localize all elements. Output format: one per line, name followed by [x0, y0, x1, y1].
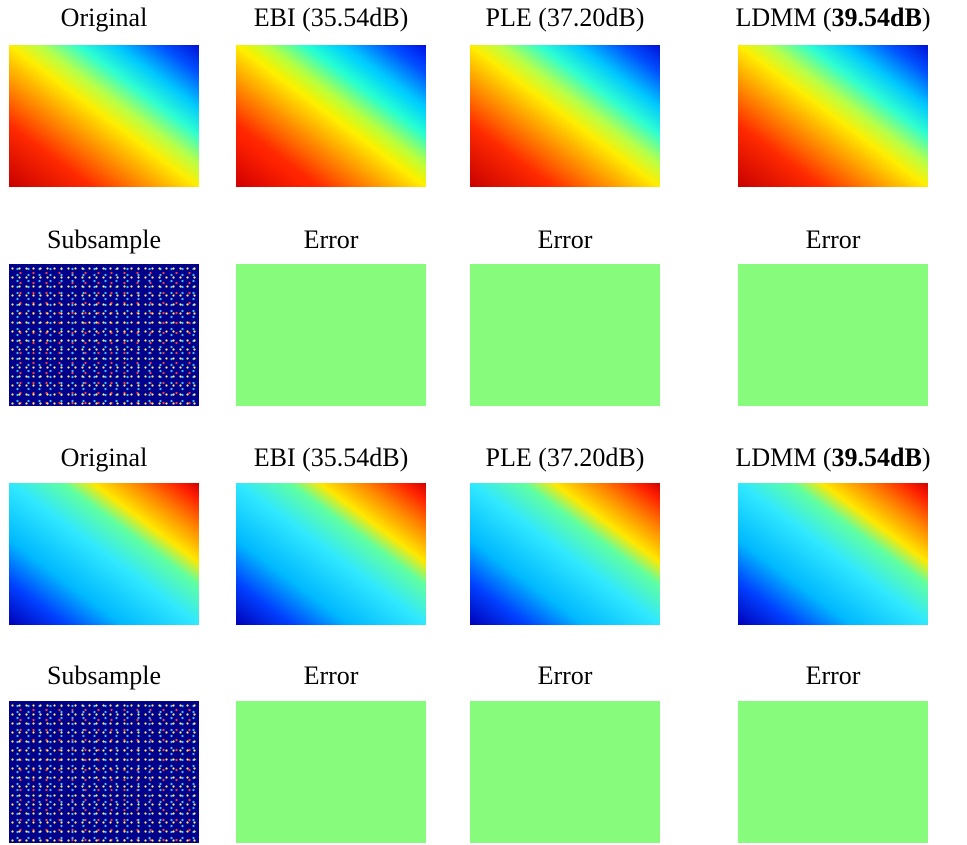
label-text: ) — [922, 443, 931, 472]
panel-label: LDMM (39.54dB) — [703, 443, 963, 473]
label-text: EBI (35.54dB) — [254, 3, 409, 32]
label-text: Subsample — [47, 225, 161, 254]
label-text: Original — [61, 443, 148, 472]
image-ldmm — [738, 483, 928, 625]
panel-label: Error — [435, 661, 695, 691]
panel-label: PLE (37.20dB) — [435, 3, 695, 33]
image-subsample — [9, 701, 199, 843]
image-ebi — [236, 483, 426, 625]
label-text: LDMM ( — [735, 3, 831, 32]
image-ple — [470, 483, 660, 625]
label-text: Original — [61, 3, 148, 32]
image-error — [738, 264, 928, 406]
image-original — [9, 45, 199, 187]
panel-label: Error — [703, 661, 963, 691]
label-text: Error — [304, 661, 359, 690]
label-text: PLE (37.20dB) — [486, 3, 645, 32]
label-text: Error — [538, 225, 593, 254]
image-error — [738, 701, 928, 843]
label-text: EBI (35.54dB) — [254, 443, 409, 472]
image-error — [470, 264, 660, 406]
label-text: Error — [304, 225, 359, 254]
panel-label: Original — [0, 3, 234, 33]
label-bold: 39.54dB — [832, 3, 922, 32]
image-error — [236, 701, 426, 843]
panel-label: Error — [435, 225, 695, 255]
panel-label: Original — [0, 443, 234, 473]
panel-label: LDMM (39.54dB) — [703, 3, 963, 33]
label-text: LDMM ( — [735, 443, 831, 472]
image-ple — [470, 45, 660, 187]
panel-label: Error — [201, 661, 461, 691]
panel-label: EBI (35.54dB) — [201, 443, 461, 473]
label-text: ) — [922, 3, 931, 32]
image-subsample — [9, 264, 199, 406]
label-bold: 39.54dB — [832, 443, 922, 472]
panel-label: EBI (35.54dB) — [201, 3, 461, 33]
image-error — [470, 701, 660, 843]
image-ldmm — [738, 45, 928, 187]
label-text: Subsample — [47, 661, 161, 690]
label-text: PLE (37.20dB) — [486, 443, 645, 472]
label-text: Error — [806, 225, 861, 254]
image-ebi — [236, 45, 426, 187]
panel-label: PLE (37.20dB) — [435, 443, 695, 473]
label-text: Error — [538, 661, 593, 690]
figure: Original EBI (35.54dB) PLE (37.20dB) LDM… — [0, 0, 967, 845]
panel-label: Error — [201, 225, 461, 255]
label-text: Error — [806, 661, 861, 690]
image-error — [236, 264, 426, 406]
panel-label: Subsample — [0, 225, 234, 255]
image-original — [9, 483, 199, 625]
panel-label: Subsample — [0, 661, 234, 691]
panel-label: Error — [703, 225, 963, 255]
